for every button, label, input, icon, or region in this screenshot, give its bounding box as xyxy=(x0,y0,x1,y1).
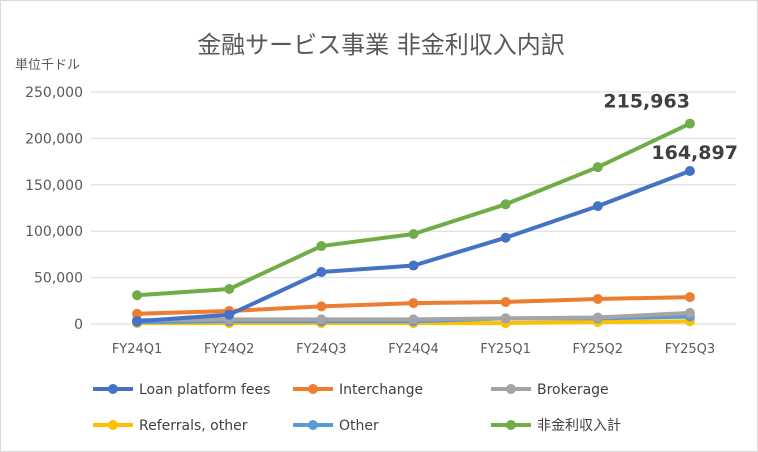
data-point xyxy=(408,314,419,325)
data-point xyxy=(500,297,511,308)
legend-label: Interchange xyxy=(339,382,423,398)
legend-label: Loan platform fees xyxy=(139,382,270,398)
x-tick-label: FY24Q4 xyxy=(388,342,438,357)
legend-marker xyxy=(108,420,118,430)
data-point xyxy=(316,314,327,325)
y-tick-label: 200,000 xyxy=(25,131,83,147)
data-point xyxy=(500,313,511,324)
legend-label: Other xyxy=(339,418,379,434)
legend-marker xyxy=(308,420,318,430)
legend-marker xyxy=(108,384,118,394)
data-point xyxy=(592,201,603,212)
data-point xyxy=(224,309,235,320)
y-tick-label: 50,000 xyxy=(34,271,83,287)
x-tick-label: FY25Q1 xyxy=(480,342,530,357)
data-point xyxy=(132,316,143,327)
data-point xyxy=(408,228,419,239)
data-point xyxy=(408,298,419,309)
data-point xyxy=(316,267,327,278)
data-point xyxy=(684,292,695,303)
data-label-total: 215,963 xyxy=(603,91,690,113)
legend-marker xyxy=(308,384,318,394)
y-tick-label: 250,000 xyxy=(25,85,83,101)
y-tick-label: 0 xyxy=(74,317,83,333)
legend-marker xyxy=(506,384,516,394)
x-tick-label: FY24Q2 xyxy=(204,342,254,357)
data-point xyxy=(592,312,603,323)
data-point xyxy=(684,307,695,318)
data-point xyxy=(132,290,143,301)
data-point xyxy=(224,284,235,295)
x-tick-label: FY24Q1 xyxy=(112,342,162,357)
y-tick-label: 100,000 xyxy=(25,224,83,240)
data-point xyxy=(500,232,511,243)
data-point xyxy=(592,162,603,173)
y-tick-label: 150,000 xyxy=(25,178,83,194)
data-point xyxy=(500,199,511,210)
data-point xyxy=(684,165,695,176)
x-tick-label: FY24Q3 xyxy=(296,342,346,357)
data-point xyxy=(592,293,603,304)
data-point xyxy=(132,308,143,319)
data-point xyxy=(408,260,419,271)
x-tick-label: FY25Q3 xyxy=(665,342,715,357)
data-point xyxy=(316,301,327,312)
legend-label: 非金利収入計 xyxy=(537,418,621,434)
y-axis-label: 単位千ドル xyxy=(15,57,80,73)
chart-title: 金融サービス事業 非金利収入内訳 xyxy=(197,31,565,59)
x-tick-label: FY25Q2 xyxy=(573,342,623,357)
legend-label: Referrals, other xyxy=(139,418,248,434)
data-label-loan: 164,897 xyxy=(651,142,738,164)
legend-label: Brokerage xyxy=(537,382,609,398)
legend-marker xyxy=(506,420,516,430)
data-point xyxy=(316,241,327,252)
data-point xyxy=(684,118,695,129)
